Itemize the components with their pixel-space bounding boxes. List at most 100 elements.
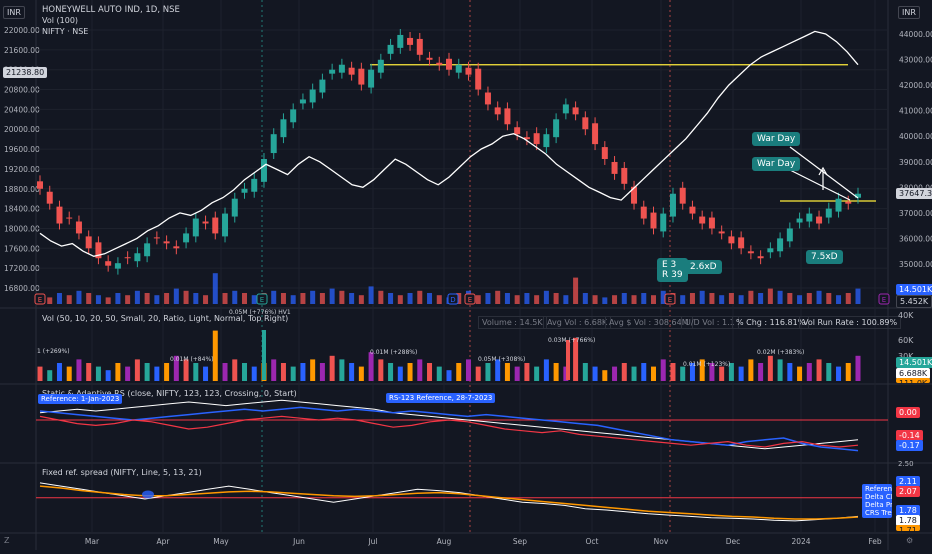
candle-body: [582, 117, 589, 130]
timezone-icon[interactable]: Z: [4, 536, 10, 545]
volume-spike-bar: [262, 330, 266, 380]
volume-pane-bar: [339, 359, 345, 381]
left-axis-tick: 17200.00: [4, 264, 40, 273]
volume-bar: [193, 293, 199, 304]
volume-bar: [125, 295, 131, 304]
left-axis-tick: 22000.00: [4, 26, 40, 35]
volume-bar: [115, 293, 121, 304]
volume-bar: [514, 295, 520, 304]
volume-bar: [660, 290, 666, 304]
volume-pane-bar: [427, 363, 433, 381]
volume-bar: [56, 293, 62, 304]
vol-legend: Vol (100): [42, 16, 79, 25]
volume-pane-bar: [251, 366, 257, 381]
candle-body: [183, 233, 190, 243]
volume-pane-bar: [242, 363, 247, 381]
left-axis-tick: 17600.00: [4, 244, 40, 253]
right-axis-tick: 39000.00: [899, 158, 932, 167]
candle-body: [738, 237, 745, 249]
volume-pane-bar: [456, 363, 462, 381]
candle-body: [85, 236, 92, 249]
volume-pane-bar: [212, 330, 218, 381]
candle-body: [299, 99, 306, 104]
event-marker-label: D: [450, 296, 455, 304]
current-price-tag: 21238.80: [3, 67, 48, 78]
volume-pane-bar: [164, 363, 170, 381]
candle-body: [562, 104, 569, 114]
volume-bar: [573, 277, 579, 304]
volume-bar: [388, 293, 394, 304]
vol-stat-avg-dollar: Avg $ Vol : 308.64M: [605, 316, 693, 329]
event-marker: [447, 293, 459, 305]
vol-stat-ud: U/D Vol : 1.1: [681, 316, 739, 329]
volume-pane-bar: [514, 366, 520, 381]
x-axis-tick: May: [213, 537, 229, 546]
volume-bar: [563, 295, 569, 304]
volume-pane-bar: [115, 363, 121, 381]
spread-orange-line: [39, 485, 859, 520]
x-axis-tick: Dec: [726, 537, 741, 546]
volume-bar: [310, 290, 316, 304]
left-axis-tick: 18000.00: [4, 224, 40, 233]
volume-bar: [222, 293, 228, 304]
volume-bar: [105, 297, 111, 304]
volume-bar: [417, 290, 423, 304]
candle-body: [329, 69, 336, 74]
war-day-callout-1: War Day: [752, 132, 801, 146]
currency-right-label[interactable]: INR: [898, 6, 920, 19]
volume-bar: [524, 293, 530, 304]
x-axis-tick: Jun: [292, 537, 305, 546]
volume-bar: [592, 295, 598, 304]
volume-bar: [855, 288, 861, 304]
candle-body: [95, 242, 102, 259]
event-marker-label: E: [38, 296, 42, 304]
volume-pane-bar: [203, 366, 209, 381]
candle-body: [708, 217, 715, 229]
volume-pane-bar: [524, 363, 530, 381]
volume-pane-bar: [748, 359, 754, 381]
volume-bar: [758, 293, 764, 304]
event-marker: [664, 293, 676, 305]
event-marker: [878, 293, 890, 305]
volume-pane-bar: [368, 352, 374, 381]
left-axis-tick: 19200.00: [4, 165, 40, 174]
volume-pane-bar: [573, 337, 579, 381]
volume-pane-bar: [475, 366, 481, 381]
vol-stat-runrate: Vol Run Rate : 100.89%: [799, 316, 902, 329]
volume-bar: [242, 293, 247, 304]
candle-body: [368, 69, 375, 88]
event-marker-label: E: [882, 296, 886, 304]
volume-pane-bar: [738, 366, 744, 381]
volume-bar: [427, 293, 433, 304]
spread-tag-e: 1.71: [896, 525, 920, 531]
candle-body: [640, 206, 647, 219]
candle-body: [319, 79, 326, 93]
candle-body: [631, 186, 638, 204]
vol-stat-avg: Avg Vol : 6.68K: [543, 316, 612, 329]
volume-pane-bar: [534, 366, 540, 381]
volume-bar: [689, 293, 695, 304]
volume-pane-bar: [631, 366, 637, 381]
volume-pane-bar: [758, 363, 764, 381]
volume-bar: [329, 288, 335, 304]
volume-bar: [183, 290, 189, 304]
volume-pane-bar: [602, 370, 608, 381]
candle-body: [202, 221, 209, 224]
event-marker: [464, 293, 476, 305]
candle-body: [260, 159, 267, 182]
volume-pane-bar: [37, 366, 43, 381]
candle-body: [309, 89, 316, 103]
spread-tag-a: 2.11: [896, 476, 920, 487]
vol-annot-6: 0.03M (+766%): [548, 337, 596, 344]
volume-pane-bar: [787, 363, 793, 381]
volume-bar: [787, 293, 793, 304]
right-axis-tick: 44000.00: [899, 30, 932, 39]
volume-bar: [621, 293, 627, 304]
volume-pane-bar: [95, 366, 101, 381]
settings-icon[interactable]: ⚙: [906, 536, 914, 545]
currency-left-label[interactable]: INR: [3, 6, 25, 19]
candle-body: [660, 213, 667, 232]
volume-bar: [845, 293, 851, 304]
event-marker-label: E: [668, 296, 672, 304]
volume-bar: [806, 293, 812, 304]
